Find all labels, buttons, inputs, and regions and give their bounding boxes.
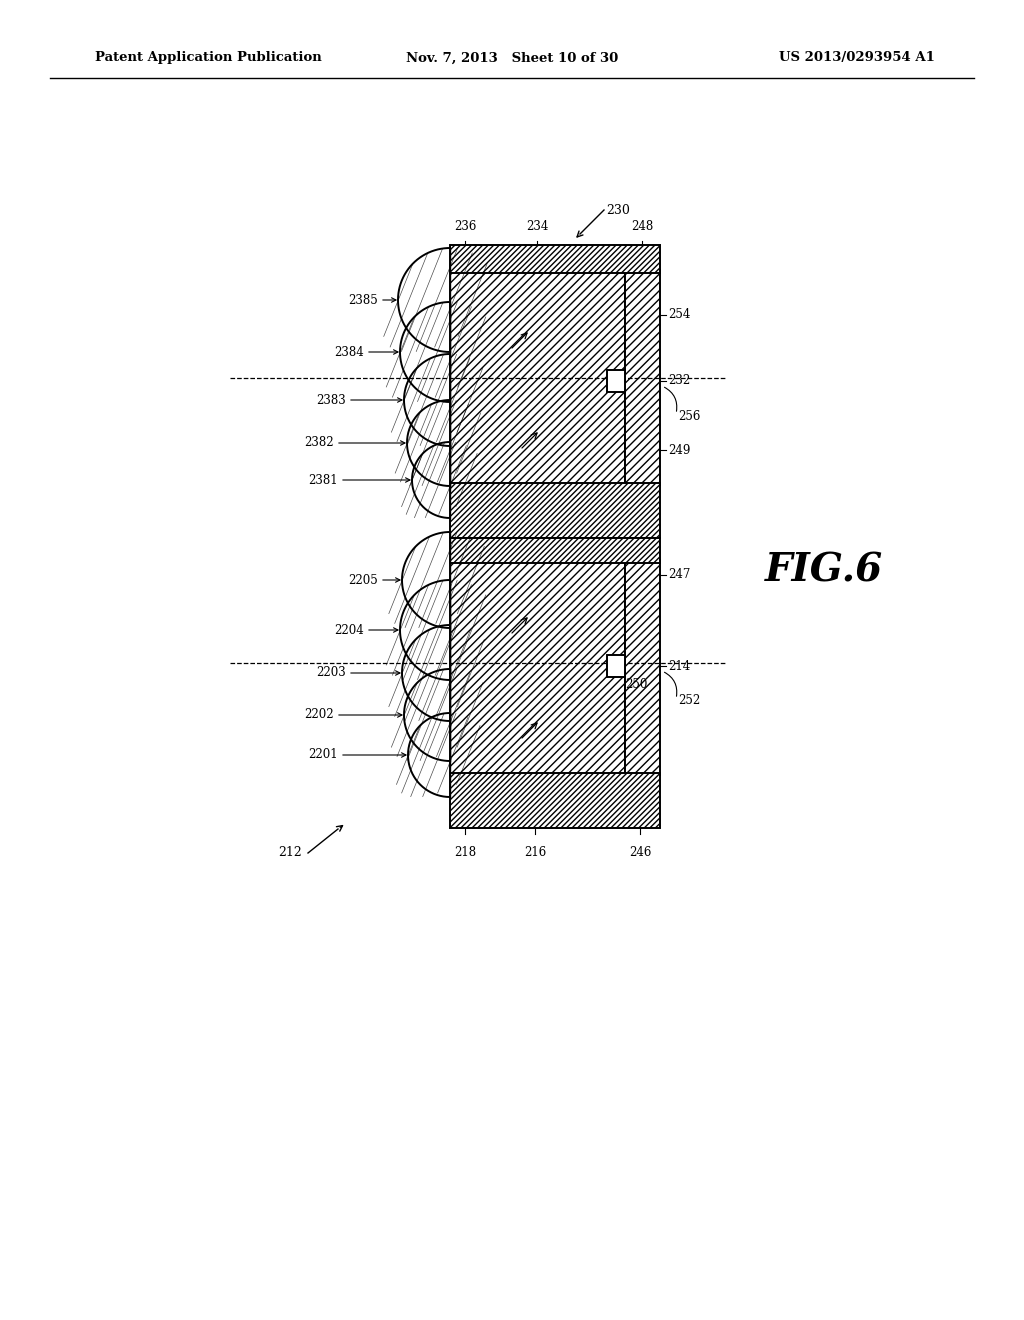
Text: 2385: 2385 [348,293,378,306]
Bar [625,271,660,484]
Text: 2384: 2384 [334,346,364,359]
Bar [450,483,660,539]
Text: 2202: 2202 [304,709,334,722]
Text: 252: 252 [678,694,700,708]
Text: 212: 212 [278,846,302,859]
Text: 2203: 2203 [316,667,346,680]
Text: 2381: 2381 [308,474,338,487]
Text: Patent Application Publication: Patent Application Publication [95,51,322,65]
Bar [450,560,625,775]
Text: 254: 254 [668,309,690,322]
Text: 247: 247 [668,569,690,582]
Text: 218: 218 [454,846,476,859]
Text: 248: 248 [631,220,653,234]
Text: 2382: 2382 [304,437,334,450]
Text: 236: 236 [454,220,476,234]
Text: 216: 216 [524,846,546,859]
Text: 2205: 2205 [348,573,378,586]
Text: 2201: 2201 [308,748,338,762]
Bar [450,539,660,564]
Bar [607,370,625,392]
Bar [450,246,660,273]
Text: 234: 234 [525,220,548,234]
Text: Nov. 7, 2013   Sheet 10 of 30: Nov. 7, 2013 Sheet 10 of 30 [406,51,618,65]
Text: 2204: 2204 [334,623,364,636]
Text: 214: 214 [668,660,690,672]
Text: 246: 246 [629,846,651,859]
Text: FIG.6: FIG.6 [765,550,883,589]
Text: 250: 250 [626,677,648,690]
Text: 2383: 2383 [316,393,346,407]
Bar [625,560,660,775]
Bar [450,271,625,484]
Text: 256: 256 [678,409,700,422]
Text: 249: 249 [668,444,690,457]
Text: 232: 232 [668,375,690,388]
Bar [607,655,625,677]
Text: US 2013/0293954 A1: US 2013/0293954 A1 [779,51,935,65]
Text: 230: 230 [606,203,630,216]
Bar [450,774,660,828]
